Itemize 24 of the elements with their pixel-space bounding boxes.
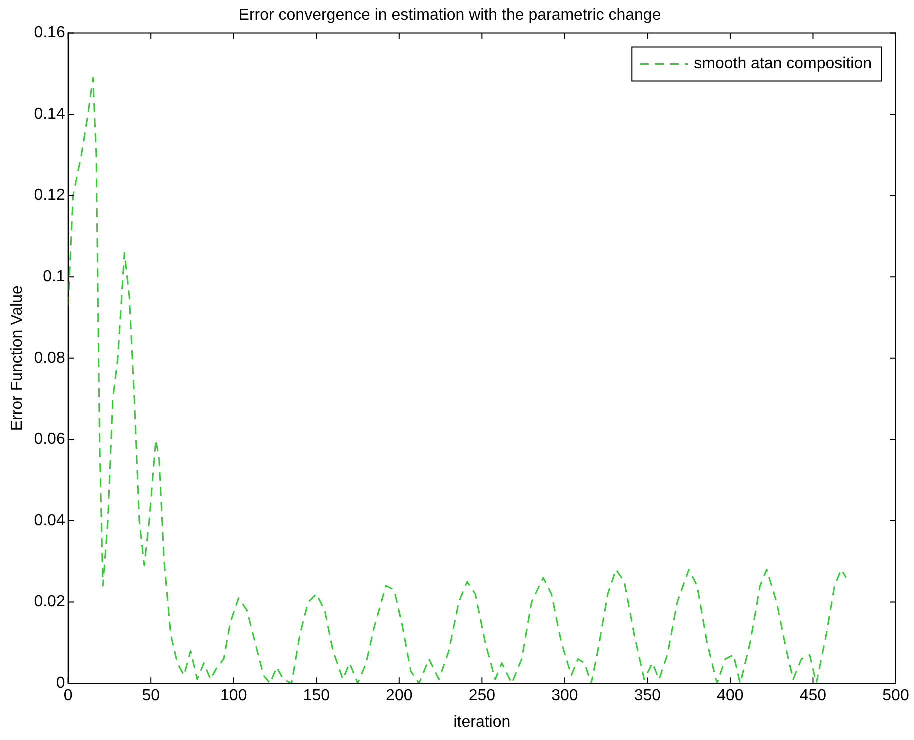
y-axis-title: Error Function Value — [9, 286, 26, 432]
x-tick-label: 150 — [303, 688, 330, 705]
x-tick-label: 100 — [220, 688, 248, 705]
x-tick-label: 300 — [552, 688, 578, 705]
y-tick-label: 0.14 — [34, 106, 66, 123]
x-tick-label: 400 — [717, 688, 744, 705]
y-tick-label: 0.02 — [34, 594, 66, 611]
chart-title: Error convergence in estimation with the parametric change — [238, 7, 662, 24]
y-tick-label: 0.06 — [34, 431, 66, 448]
x-tick-label: 50 — [142, 688, 160, 705]
x-tick-label: 350 — [634, 688, 662, 705]
y-tick-label: 0.16 — [34, 24, 66, 42]
y-tick-label: 0.1 — [43, 268, 66, 286]
legend-label: smooth atan composition — [694, 56, 872, 73]
x-tick-label: 250 — [468, 688, 496, 705]
x-tick-label: 450 — [800, 688, 827, 705]
x-tick-label: 500 — [882, 688, 910, 705]
y-tick-label: 0.08 — [34, 350, 66, 367]
y-tick-label: 0.04 — [34, 512, 66, 530]
line-series — [68, 77, 848, 684]
x-tick-label: 200 — [386, 688, 413, 705]
y-tick-label: 0 — [56, 675, 66, 692]
y-tick-label: 0.12 — [34, 187, 66, 204]
x-axis-title: iteration — [454, 714, 511, 731]
